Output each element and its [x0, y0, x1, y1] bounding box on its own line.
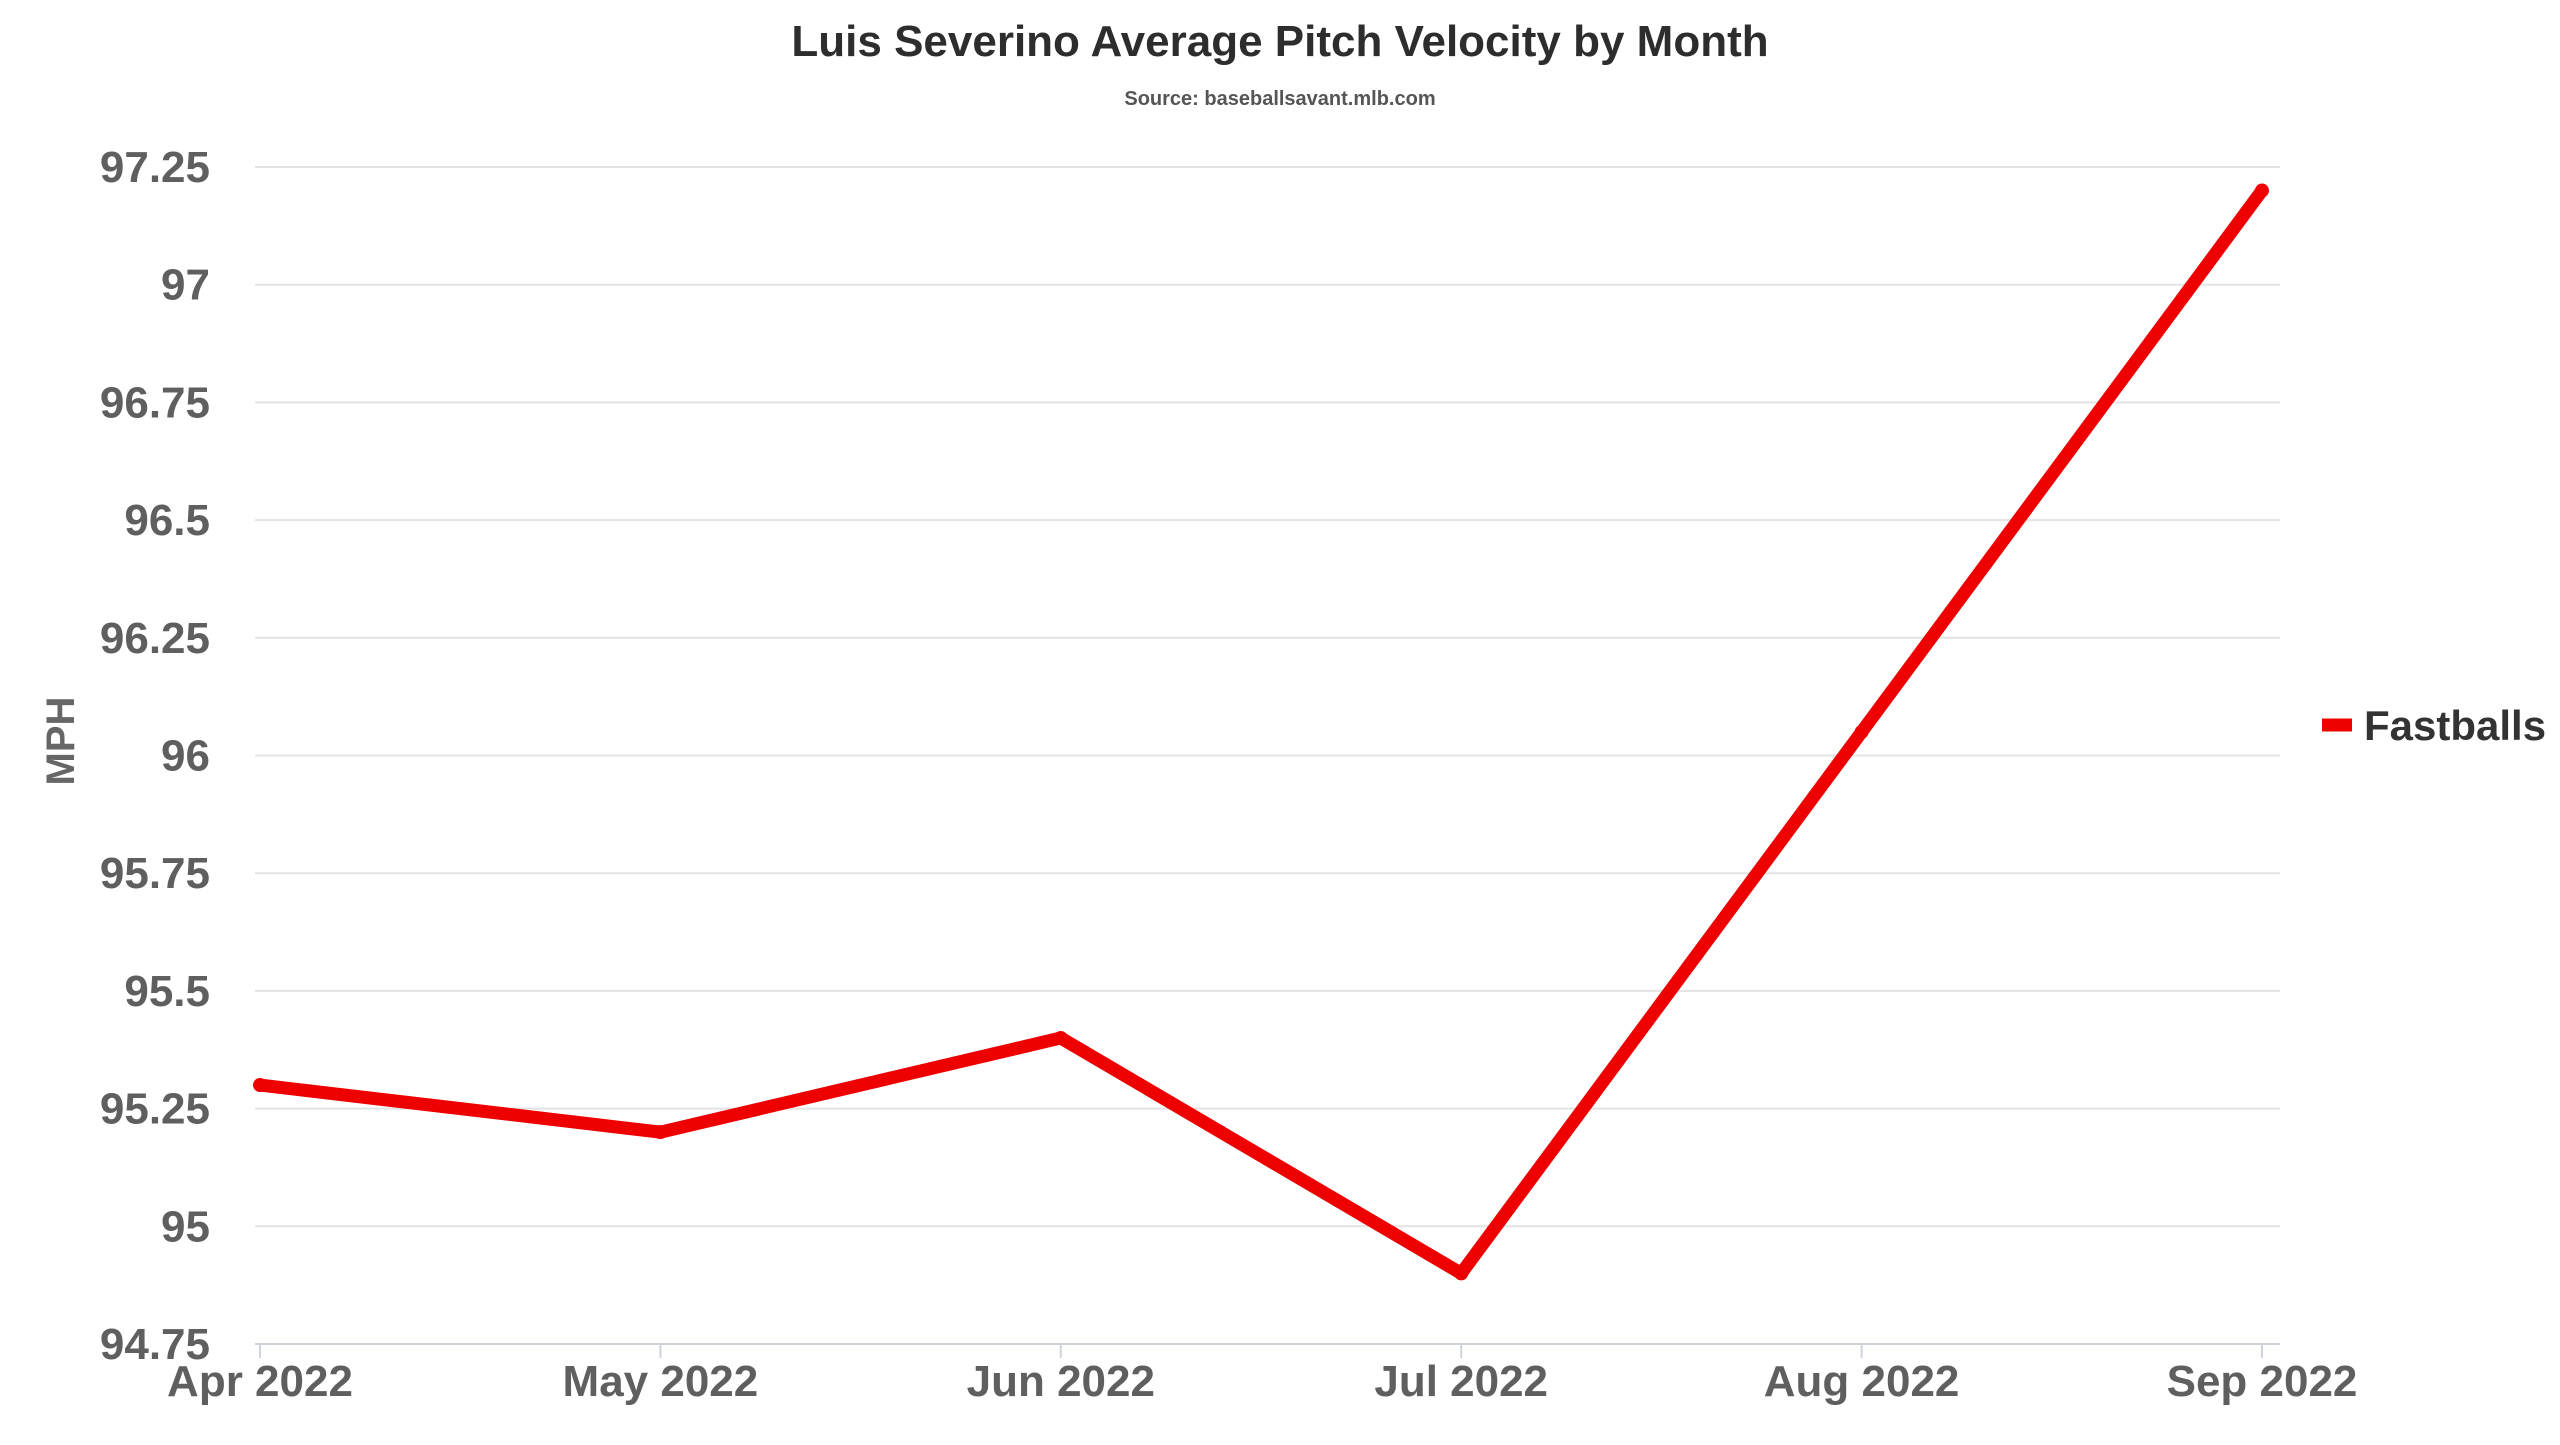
data-point[interactable]: [1854, 724, 1869, 739]
x-tick-label: May 2022: [563, 1357, 759, 1406]
y-tick-label: 95.75: [100, 849, 210, 898]
data-point[interactable]: [1454, 1266, 1469, 1281]
y-tick-label: 95: [161, 1202, 210, 1251]
y-axis-title: MPH: [39, 697, 83, 786]
y-tick-label: 95.5: [124, 967, 210, 1016]
legend-label[interactable]: Fastballs: [2364, 702, 2546, 749]
data-point[interactable]: [653, 1125, 668, 1140]
y-tick-label: 96.25: [100, 614, 210, 663]
y-tick-label: 96.5: [124, 496, 210, 545]
data-point[interactable]: [253, 1078, 267, 1093]
series-line-fastballs[interactable]: [253, 184, 2269, 1280]
gridlines: [255, 166, 2280, 1228]
x-tick-label: Jul 2022: [1374, 1357, 1548, 1406]
y-tick-label: 95.25: [100, 1085, 210, 1134]
axes: 94.75 95 95.25 95.5 95.75 96 96.25 96.5 96.75 97 9…: [100, 143, 2358, 1406]
x-tick-label: Aug 2022: [1764, 1357, 1960, 1406]
data-point[interactable]: [1053, 1030, 1068, 1045]
x-tick-label: Jun 2022: [967, 1357, 1155, 1406]
x-tick-label: Sep 2022: [2167, 1357, 2358, 1406]
legend[interactable]: Fastballs: [2322, 702, 2546, 749]
series-layer: [253, 183, 2269, 1281]
chart-title: Luis Severino Average Pitch Velocity by …: [791, 17, 1768, 66]
y-tick-label: 97.25: [100, 143, 210, 192]
y-tick-label: 96.75: [100, 378, 210, 427]
y-tick-label: 94.75: [100, 1320, 210, 1369]
chart-subtitle: Source: baseballsavant.mlb.com: [1124, 88, 1435, 110]
y-tick-label: 96: [161, 732, 210, 781]
data-point[interactable]: [2255, 183, 2269, 198]
y-tick-label: 97: [161, 261, 210, 310]
x-tick-label: Apr 2022: [167, 1357, 353, 1406]
